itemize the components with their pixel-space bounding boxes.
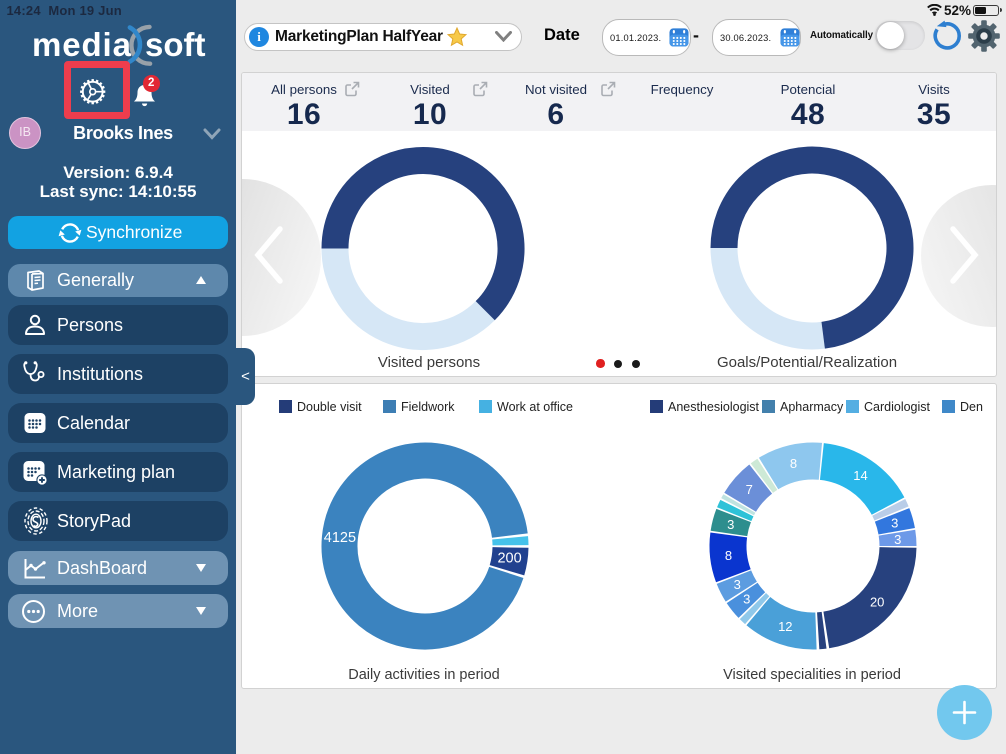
svg-text:8: 8: [790, 456, 797, 471]
svg-text:3: 3: [894, 532, 901, 547]
svg-text:20: 20: [870, 594, 884, 609]
svg-text:4125: 4125: [324, 530, 356, 546]
svg-text:3: 3: [891, 515, 898, 530]
svg-text:3: 3: [734, 577, 741, 592]
svg-text:3: 3: [727, 517, 734, 532]
svg-text:8: 8: [725, 548, 732, 563]
svg-text:12: 12: [778, 619, 792, 634]
svg-text:200: 200: [497, 551, 521, 567]
svg-text:14: 14: [853, 468, 867, 483]
svg-text:7: 7: [746, 482, 753, 497]
svg-text:3: 3: [743, 592, 750, 607]
